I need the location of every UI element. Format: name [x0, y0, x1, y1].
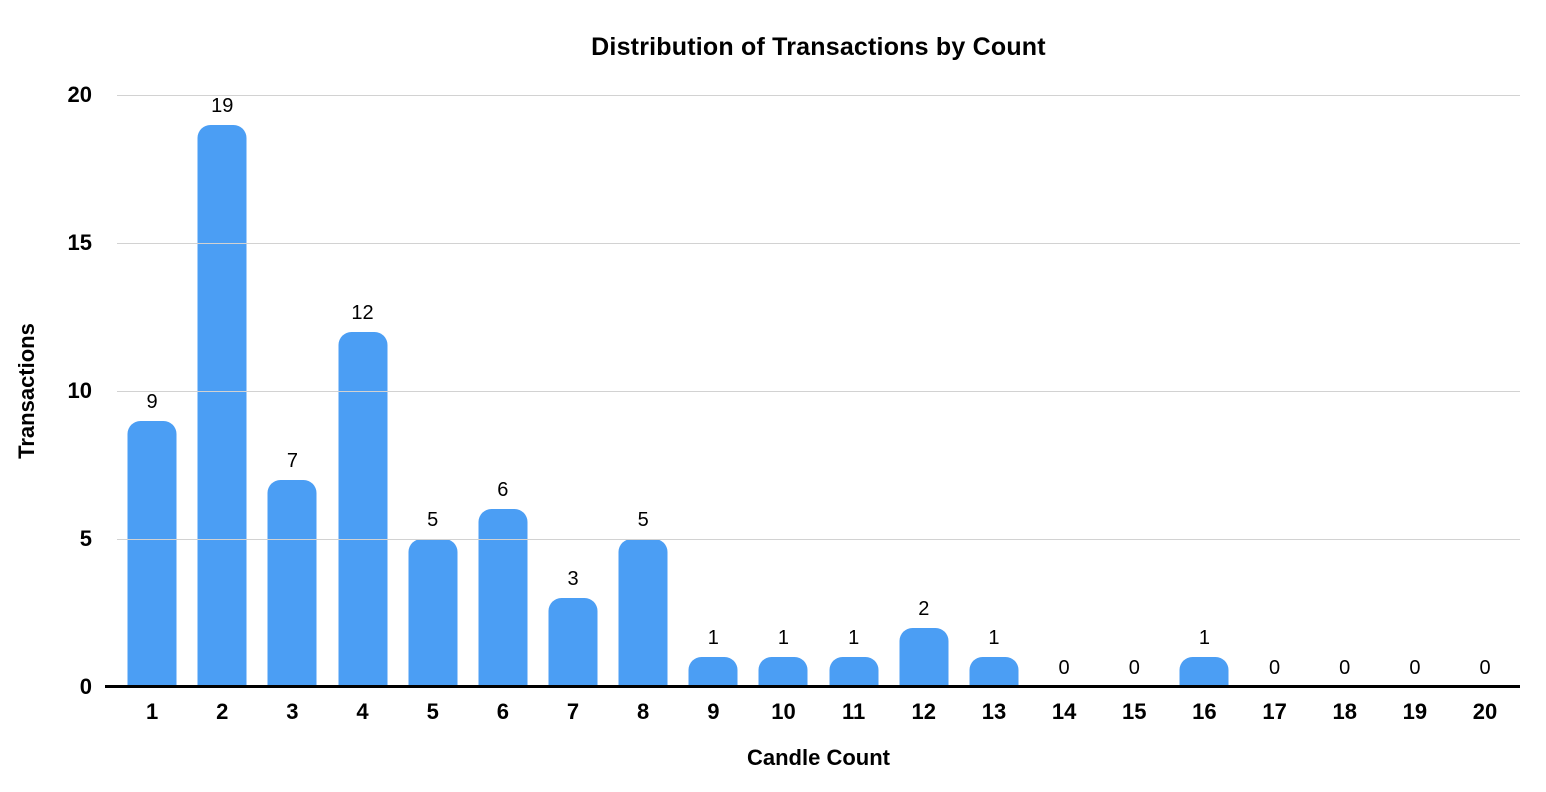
gridline	[117, 391, 1520, 392]
bar-value-label: 0	[1128, 657, 1140, 679]
bar-slot: 1	[959, 95, 1029, 687]
bar	[899, 627, 949, 687]
bar-slot: 0	[1450, 95, 1520, 687]
bar-slot: 0	[1240, 95, 1310, 687]
bar-value-label: 5	[637, 509, 649, 531]
bar-slot: 1	[678, 95, 748, 687]
bar-slot: 0	[1029, 95, 1099, 687]
gridline	[117, 95, 1520, 96]
x-tick-label: 2	[216, 699, 229, 724]
bar-value-label: 0	[1339, 657, 1351, 679]
bar	[1179, 657, 1229, 687]
x-tick-label: 3	[286, 699, 299, 724]
bar-value-label: 9	[146, 390, 158, 413]
bar-slot: 3	[538, 95, 608, 687]
bar	[758, 657, 808, 687]
y-tick-label: 0	[79, 674, 92, 699]
x-tick-label: 10	[771, 699, 796, 724]
bar-value-label: 0	[1269, 657, 1281, 679]
bar-value-label: 1	[707, 627, 719, 650]
x-tick-label: 15	[1122, 699, 1147, 724]
bar-value-label: 1	[848, 627, 860, 650]
gridline	[117, 243, 1520, 244]
bar	[548, 598, 598, 687]
x-axis-line	[105, 685, 1520, 688]
bar-slot: 7	[257, 95, 327, 687]
bar	[338, 331, 388, 687]
bar-value-label: 12	[351, 301, 374, 324]
x-tick-label: 14	[1051, 699, 1077, 724]
bar	[618, 539, 668, 687]
bar-value-label: 1	[777, 627, 790, 650]
y-tick-label: 10	[67, 378, 92, 403]
y-tick-label: 15	[67, 230, 92, 255]
x-tick-label: 13	[981, 699, 1007, 724]
bar-slot: 5	[398, 95, 468, 687]
x-tick-label: 8	[637, 699, 650, 724]
bar-value-label: 7	[286, 449, 298, 472]
bar	[408, 539, 458, 687]
bar-value-label: 1	[988, 627, 1000, 650]
bar	[969, 657, 1019, 687]
x-tick-label: 20	[1472, 699, 1498, 724]
bar-slot: 1	[1169, 95, 1239, 687]
bar	[197, 124, 247, 687]
bar-value-label: 0	[1479, 657, 1491, 679]
x-axis-title: Candle Count	[747, 745, 890, 770]
bar-slot: 1	[819, 95, 889, 687]
bar-slot: 1	[748, 95, 818, 687]
chart-title: Distribution of Transactions by Count	[591, 33, 1046, 61]
bar	[688, 657, 738, 687]
y-tick-label: 20	[67, 82, 92, 107]
plot-area: 9 19 7 12 5 6 3 5 1 1 1 2 1 0 0 1 0 0 0 0	[117, 95, 1520, 687]
bar-slot: 19	[187, 95, 257, 687]
x-tick-label: 1	[145, 699, 159, 724]
bar-value-label: 1	[1198, 627, 1210, 650]
x-axis-tick-labels: 1 2 3 4 5 6 7 8 9 10 11 12 13 14 15 16 17 18 19 20	[117, 699, 1520, 725]
bar	[478, 509, 528, 687]
bar-value-label: 19	[211, 94, 234, 117]
x-tick-label: 17	[1262, 699, 1287, 724]
bar-slot: 5	[608, 95, 678, 687]
bar-value-label: 0	[1409, 657, 1421, 679]
x-tick-label: 11	[842, 699, 866, 724]
x-tick-label: 5	[426, 699, 439, 724]
gridline	[117, 539, 1520, 540]
x-tick-label: 9	[707, 699, 720, 724]
bar-value-label: 0	[1058, 657, 1070, 679]
bar-value-label: 3	[567, 568, 579, 591]
bar	[829, 657, 879, 687]
x-tick-label: 7	[566, 699, 580, 724]
x-tick-label: 19	[1402, 699, 1428, 724]
bar-slot: 0	[1310, 95, 1380, 687]
x-tick-label: 18	[1332, 699, 1357, 724]
y-tick-label: 5	[79, 526, 92, 551]
bar	[127, 420, 177, 687]
bar-value-label: 2	[918, 597, 930, 620]
x-tick-label: 12	[911, 699, 937, 724]
bar-slot: 0	[1380, 95, 1450, 687]
x-tick-label: 6	[496, 699, 509, 724]
x-tick-label: 16	[1192, 699, 1217, 724]
bar-value-label: 6	[497, 479, 509, 502]
bar-value-label: 5	[427, 509, 439, 531]
bar-slot: 9	[117, 95, 187, 687]
bar-slot: 0	[1099, 95, 1169, 687]
bar	[267, 479, 317, 687]
bar-slot: 2	[889, 95, 959, 687]
y-axis-tick-labels: 0 5 10 15 20	[0, 82, 92, 699]
x-tick-label: 4	[356, 699, 369, 724]
